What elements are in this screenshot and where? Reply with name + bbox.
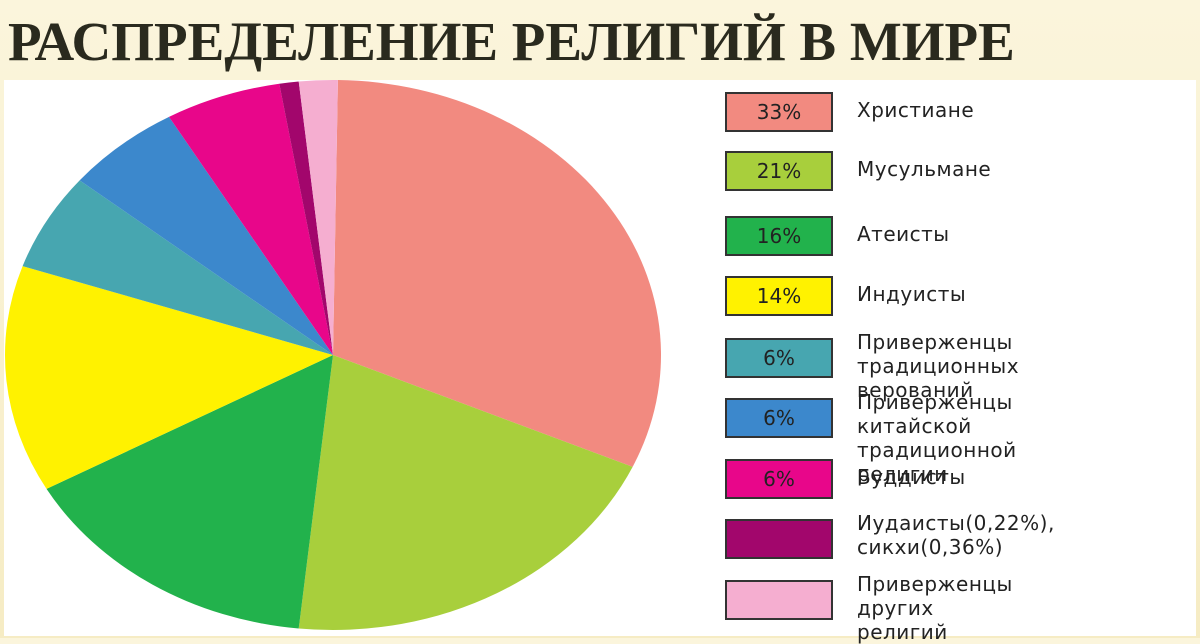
pie-slice — [298, 355, 633, 630]
pie-slice — [46, 355, 333, 629]
pie-slice — [298, 79, 338, 355]
legend-label: Атеисты — [857, 222, 950, 246]
pie-slice — [279, 81, 333, 356]
legend-swatch: 33% — [725, 92, 833, 132]
chart-title: РАСПРЕДЕЛЕНИЕ РЕЛИГИЙ В МИРЕ — [8, 11, 1015, 72]
pie-slice — [4, 266, 334, 489]
legend-swatch: 6% — [725, 338, 833, 378]
legend-label: Иудаисты(0,22%), сикхи(0,36%) — [857, 511, 1055, 559]
legend-swatch: 16% — [725, 216, 833, 256]
pie-slice — [169, 83, 333, 355]
legend-label: Приверженцы других религий — [857, 572, 1013, 644]
legend-swatch — [725, 580, 833, 620]
legend-label: Приверженцы традиционных верований — [857, 330, 1020, 402]
pie-slice — [22, 180, 334, 355]
legend-swatch — [725, 519, 833, 559]
legend-swatch: 6% — [725, 398, 833, 438]
pie-slice — [333, 80, 662, 467]
legend-label: Приверженцы китайской традиционной религ… — [857, 390, 1017, 486]
legend-label: Буддисты — [857, 465, 966, 489]
pie-slice — [79, 116, 333, 355]
legend-swatch: 14% — [725, 276, 833, 316]
legend-swatch: 21% — [725, 151, 833, 191]
legend-label: Индуисты — [857, 282, 967, 306]
legend-swatch: 6% — [725, 459, 833, 499]
legend-label: Христиане — [857, 98, 975, 122]
legend-label: Мусульмане — [857, 157, 992, 181]
